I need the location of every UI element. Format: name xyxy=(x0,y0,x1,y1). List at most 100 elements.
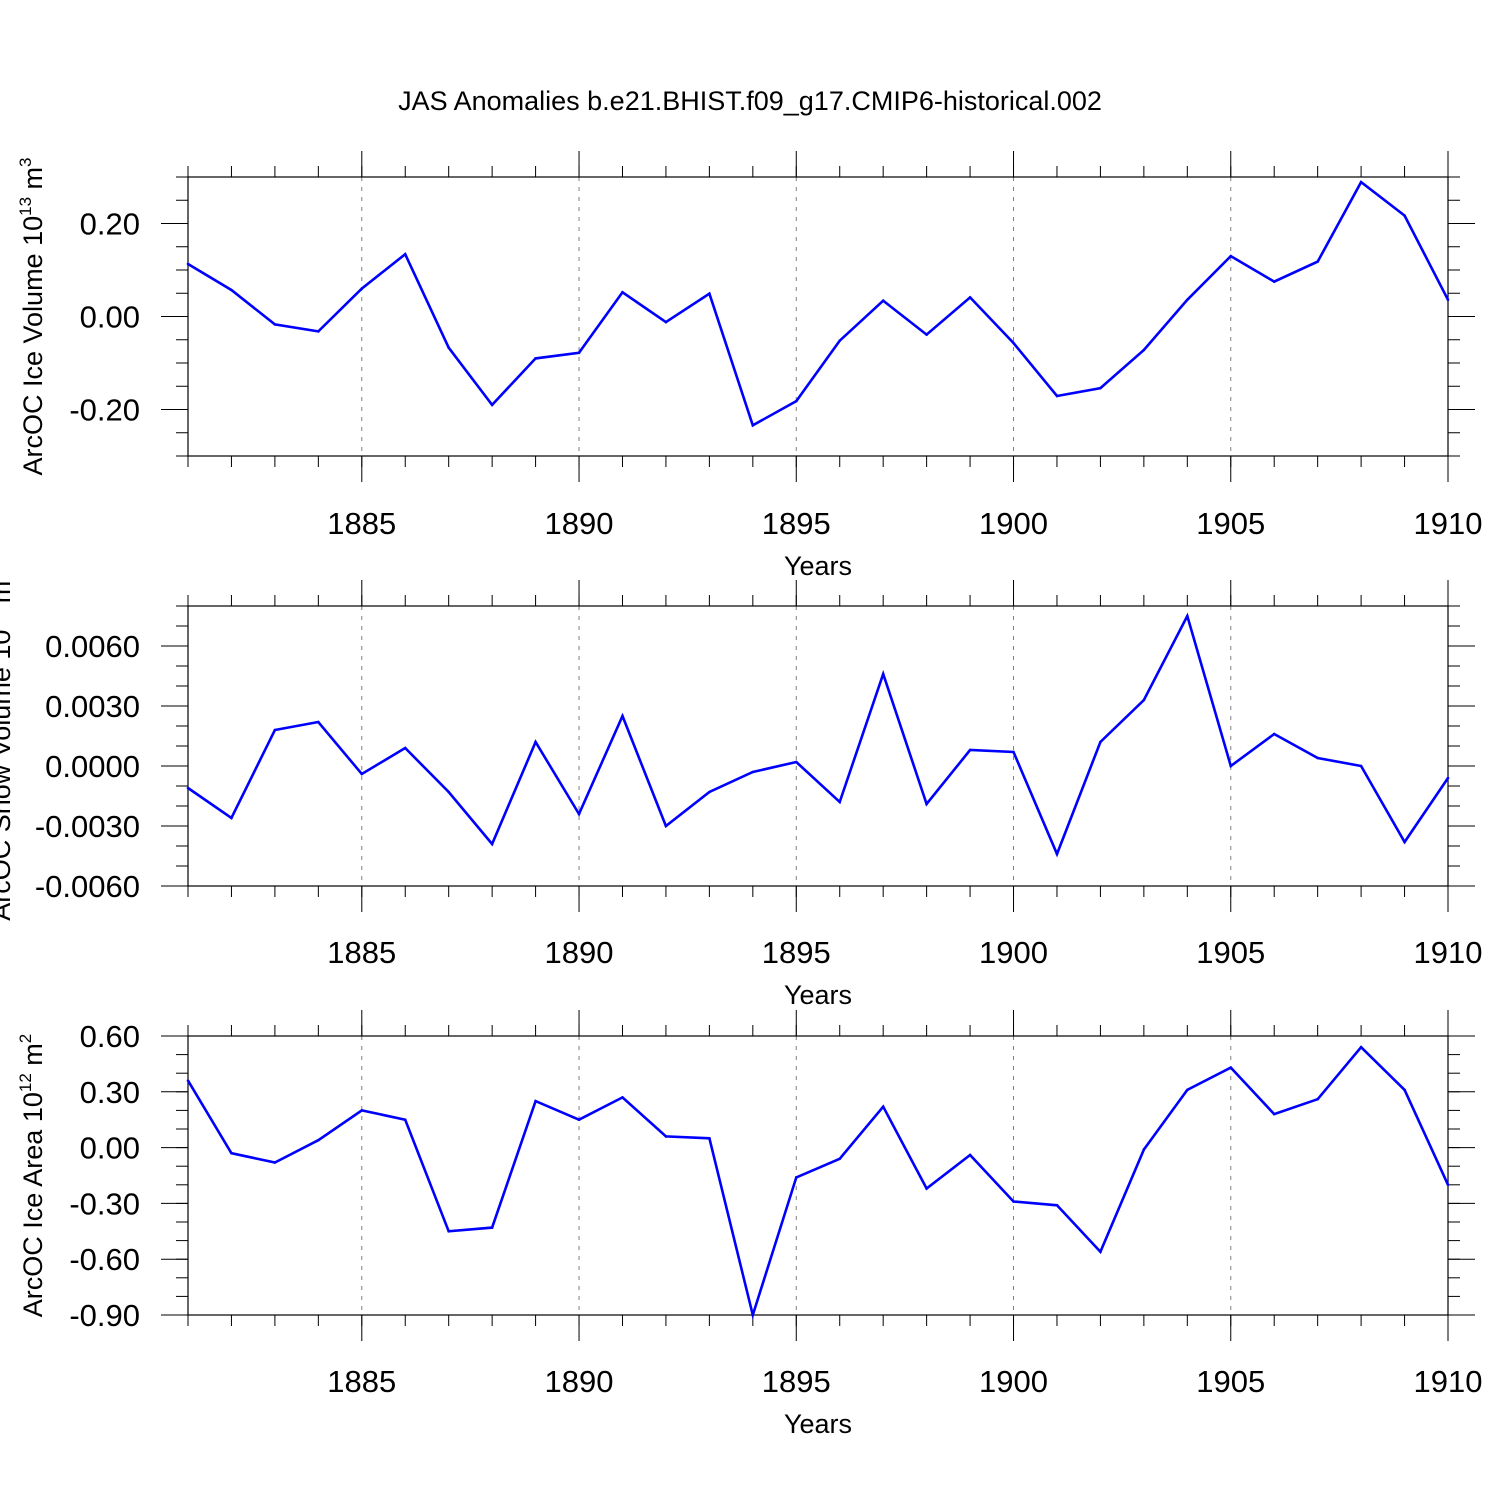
data-point xyxy=(838,339,842,342)
data-point xyxy=(881,299,885,302)
data-point xyxy=(1099,386,1102,390)
x-tick-label: 1895 xyxy=(762,1364,831,1399)
data-point xyxy=(490,403,494,407)
data-point xyxy=(838,800,842,804)
data-point xyxy=(925,802,928,806)
data-point xyxy=(273,323,277,326)
data-point xyxy=(1316,756,1319,760)
data-point xyxy=(186,1079,190,1082)
y-axis-label-ylabel-exp: 12 xyxy=(16,1073,35,1092)
chart-panels: 1885 1890 1895 1900 1905 1910 -0.20 0.00 0.20 Yea… xyxy=(0,151,1482,1439)
y-tick-label: 0.20 xyxy=(80,207,140,242)
data-point xyxy=(577,351,581,355)
y-axis-label-ylabel: ArcOC Ice Volume 10 xyxy=(18,216,48,476)
y-tick-label: -0.20 xyxy=(69,393,140,428)
x-axis-label: Years xyxy=(784,551,852,581)
data-point xyxy=(968,748,972,752)
y-tick-label: -0.0030 xyxy=(35,809,140,844)
y-axis-label-ylabel-unit: m xyxy=(18,1043,48,1073)
data-point xyxy=(447,346,450,349)
y-axis-label-ylabel-exp: 13 xyxy=(16,197,35,216)
data-point xyxy=(534,1099,537,1103)
x-tick-label: 1900 xyxy=(979,1364,1048,1399)
x-tick-label: 1900 xyxy=(979,506,1048,541)
x-tick-label: 1895 xyxy=(762,506,831,541)
x-tick-label: 1900 xyxy=(979,935,1048,970)
y-tick-label: -0.60 xyxy=(69,1242,140,1277)
data-point xyxy=(664,320,668,324)
data-point xyxy=(1229,254,1233,258)
plot-frame xyxy=(187,1035,1449,1316)
y-axis-label-ylabel-exp: 13 xyxy=(0,611,3,630)
y-axis-label: ArcOC Ice Volume 1013 m3 xyxy=(16,157,48,475)
data-point xyxy=(664,824,668,828)
data-point xyxy=(708,292,711,296)
data-point xyxy=(925,333,928,336)
data-point xyxy=(1359,1045,1363,1049)
x-tick-label: 1905 xyxy=(1196,1364,1265,1399)
data-point xyxy=(1055,1203,1059,1207)
x-axis-label: Years xyxy=(784,1409,852,1439)
data-point xyxy=(273,728,277,732)
data-point xyxy=(534,740,537,744)
x-tick-label: 1895 xyxy=(762,935,831,970)
data-point xyxy=(708,790,711,794)
data-point xyxy=(490,1226,494,1229)
data-point xyxy=(1403,214,1406,217)
y-tick-label: 0.0030 xyxy=(45,689,140,724)
data-point xyxy=(1229,1066,1233,1069)
data-point xyxy=(794,399,798,403)
data-point xyxy=(1186,614,1189,618)
data-point xyxy=(273,1161,277,1164)
data-point xyxy=(794,760,798,764)
data-point xyxy=(1229,764,1233,768)
data-point xyxy=(186,786,190,790)
data-point xyxy=(317,720,320,724)
y-axis-label-ylabel: ArcOC Snow Volume 10 xyxy=(0,630,16,921)
data-point xyxy=(577,1118,581,1121)
data-point xyxy=(664,1135,668,1138)
data-point xyxy=(708,1137,711,1140)
y-tick-label: 0.00 xyxy=(80,300,140,335)
data-point xyxy=(621,291,624,294)
data-point xyxy=(1272,1112,1276,1116)
data-point xyxy=(1186,298,1189,302)
y-tick-label: 0.0060 xyxy=(45,629,140,664)
y-axis-label-ylabel-unit-exp: 3 xyxy=(16,157,35,166)
x-tick-label: 1905 xyxy=(1196,935,1265,970)
data-point xyxy=(968,296,972,299)
chart-panel-1: 1885 1890 1895 1900 1905 1910 -0.20 0.00 0.20 Yea… xyxy=(16,151,1482,581)
data-point xyxy=(751,770,755,774)
data-point xyxy=(1012,341,1015,345)
data-point xyxy=(360,287,364,290)
data-point xyxy=(360,1109,364,1112)
data-point xyxy=(317,1138,320,1142)
y-tick-label: -0.0060 xyxy=(35,869,140,904)
data-point xyxy=(317,330,320,333)
data-point xyxy=(186,262,190,266)
data-point xyxy=(1272,280,1276,283)
data-point xyxy=(403,252,407,256)
y-axis-label-ylabel: ArcOC Ice Area 10 xyxy=(18,1092,48,1317)
y-axis-label: ArcOC Snow Volume 1013 m3 xyxy=(0,571,16,921)
data-point xyxy=(1359,180,1363,184)
x-tick-label: 1885 xyxy=(327,1364,396,1399)
y-tick-label: -0.90 xyxy=(69,1298,140,1333)
data-point xyxy=(230,816,233,820)
x-tick-label: 1910 xyxy=(1414,1364,1483,1399)
data-series-line xyxy=(187,612,1450,858)
data-point xyxy=(403,746,407,750)
x-tick-label: 1890 xyxy=(545,506,614,541)
data-point xyxy=(621,1096,624,1099)
x-tick-label: 1885 xyxy=(327,935,396,970)
x-tick-label: 1885 xyxy=(327,506,396,541)
y-axis-label-ylabel-unit-exp: 3 xyxy=(0,571,3,580)
data-point xyxy=(1403,1088,1406,1092)
data-point xyxy=(1359,764,1363,768)
data-point xyxy=(1099,1250,1102,1254)
data-series-line xyxy=(187,180,1450,428)
data-point xyxy=(1316,260,1319,263)
data-point xyxy=(1142,1148,1146,1151)
